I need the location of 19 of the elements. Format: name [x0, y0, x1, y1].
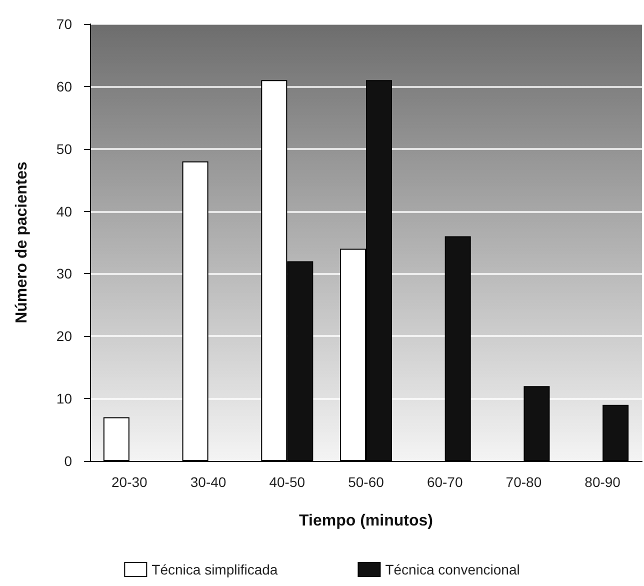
y-tick-label: 70: [56, 16, 72, 32]
x-tick-label: 60-70: [426, 474, 463, 490]
y-tick-label: 30: [56, 266, 72, 282]
x-tick-label: 40-50: [269, 474, 306, 490]
y-tick-label: 10: [56, 390, 72, 407]
x-tick-label: 70-80: [506, 474, 542, 490]
x-tick-label: 50-60: [348, 474, 384, 490]
y-tick-label: 60: [56, 78, 72, 94]
x-tick-label: 30-40: [190, 474, 226, 490]
legend-label: Técnica simplificada: [152, 562, 278, 578]
x-axis-title: Tiempo (minutos): [299, 512, 433, 530]
y-tick-label: 0: [64, 453, 72, 469]
x-tick-label: 20-30: [112, 474, 148, 490]
y-tick-label: 50: [56, 140, 72, 157]
y-tick-label: 20: [56, 328, 72, 344]
x-tick-label: 80-90: [584, 474, 621, 490]
y-tick-label: 40: [56, 203, 72, 220]
y-axis-title: Número de pacientes: [14, 161, 30, 324]
legend-label: Técnica convencional: [385, 562, 520, 578]
